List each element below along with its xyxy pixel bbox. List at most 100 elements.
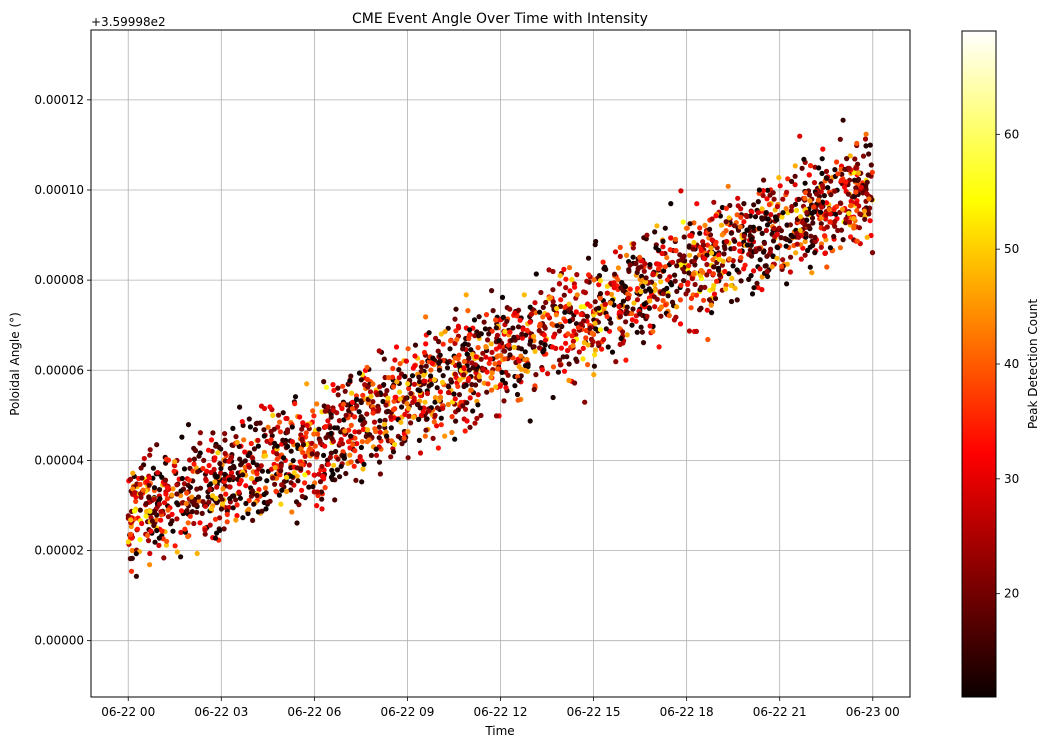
scatter-point	[452, 316, 458, 322]
scatter-point	[821, 193, 828, 199]
scatter-point	[194, 509, 200, 515]
scatter-point	[557, 273, 563, 279]
scatter-point	[835, 227, 841, 234]
scatter-point	[319, 463, 325, 470]
scatter-point	[440, 373, 446, 379]
scatter-point	[771, 226, 777, 232]
scatter-point	[734, 212, 740, 218]
scatter-point	[519, 331, 525, 337]
scatter-point	[397, 361, 403, 367]
scatter-point	[646, 286, 652, 292]
scatter-point	[828, 178, 834, 184]
scatter-point	[438, 415, 444, 421]
scatter-point	[452, 436, 458, 442]
scatter-point	[294, 520, 300, 526]
scatter-point	[467, 424, 473, 430]
scatter-point	[315, 431, 321, 437]
scatter-point	[585, 255, 592, 261]
scatter-point	[755, 199, 761, 205]
scatter-point	[317, 479, 324, 485]
scatter-point	[688, 232, 694, 238]
scatter-point	[637, 254, 643, 260]
scatter-point	[185, 533, 191, 540]
scatter-point	[299, 487, 305, 493]
scatter-point	[865, 172, 871, 178]
scatter-point	[698, 305, 704, 311]
scatter-point	[357, 417, 363, 423]
scatter-point	[396, 375, 402, 381]
scatter-point	[867, 142, 873, 148]
scatter-point	[381, 421, 387, 427]
scatter-point	[630, 245, 636, 251]
scatter-point	[151, 522, 157, 529]
scatter-point	[611, 285, 617, 291]
scatter-point	[175, 502, 181, 508]
scatter-point	[438, 394, 444, 400]
scatter-point	[609, 349, 616, 355]
scatter-point	[250, 459, 256, 466]
scatter-point	[686, 270, 692, 276]
scatter-point	[853, 165, 859, 171]
x-axis-label: Time	[484, 724, 514, 738]
scatter-point	[133, 573, 139, 579]
scatter-point	[494, 332, 501, 338]
colorbar-label: Peak Detection Count	[1026, 299, 1040, 429]
scatter-point	[851, 177, 858, 183]
scatter-point	[712, 295, 719, 302]
scatter-point	[489, 387, 495, 393]
scatter-point	[612, 249, 619, 255]
scatter-point	[277, 419, 283, 425]
scatter-point	[486, 331, 492, 337]
scatter-point	[398, 419, 404, 425]
scatter-point	[293, 499, 300, 505]
scatter-point	[674, 304, 680, 310]
scatter-point	[178, 488, 184, 494]
scatter-point	[566, 377, 572, 383]
scatter-point	[538, 289, 544, 296]
scatter-point	[405, 405, 412, 411]
scatter-point	[165, 514, 171, 520]
scatter-point	[777, 183, 783, 189]
scatter-point	[527, 338, 534, 344]
scatter-point	[612, 271, 618, 277]
scatter-point	[393, 344, 400, 350]
scatter-point	[416, 374, 422, 380]
scatter-point	[159, 528, 165, 534]
scatter-point	[306, 462, 312, 468]
scatter-point	[642, 288, 649, 294]
scatter-point	[664, 255, 670, 261]
scatter-point	[466, 333, 472, 339]
scatter-point	[478, 412, 484, 419]
scatter-point	[804, 217, 810, 223]
scatter-point	[440, 405, 446, 411]
scatter-point	[445, 359, 451, 366]
scatter-point	[545, 312, 551, 318]
scatter-point	[592, 352, 598, 358]
scatter-point	[501, 348, 507, 354]
scatter-point	[250, 455, 256, 461]
scatter-point	[212, 535, 219, 541]
scatter-point	[643, 279, 649, 285]
scatter-point	[468, 387, 474, 393]
scatter-point	[476, 377, 482, 383]
scatter-point	[641, 301, 647, 307]
scatter-point	[263, 506, 269, 512]
scatter-point	[862, 136, 869, 142]
scatter-point	[195, 469, 201, 475]
scatter-point	[242, 449, 248, 455]
scatter-point	[853, 185, 859, 191]
scatter-point	[241, 437, 247, 443]
scatter-point	[389, 438, 395, 444]
scatter-point	[339, 405, 345, 412]
scatter-point	[625, 295, 632, 301]
scatter-point	[689, 276, 695, 282]
scatter-point	[377, 429, 383, 435]
scatter-point	[368, 452, 374, 458]
scatter-points	[125, 117, 876, 579]
scatter-point	[681, 278, 687, 284]
scatter-point	[227, 484, 233, 490]
scatter-point	[213, 495, 219, 501]
scatter-point	[831, 233, 837, 240]
scatter-point	[349, 406, 355, 412]
scatter-point	[723, 286, 729, 292]
